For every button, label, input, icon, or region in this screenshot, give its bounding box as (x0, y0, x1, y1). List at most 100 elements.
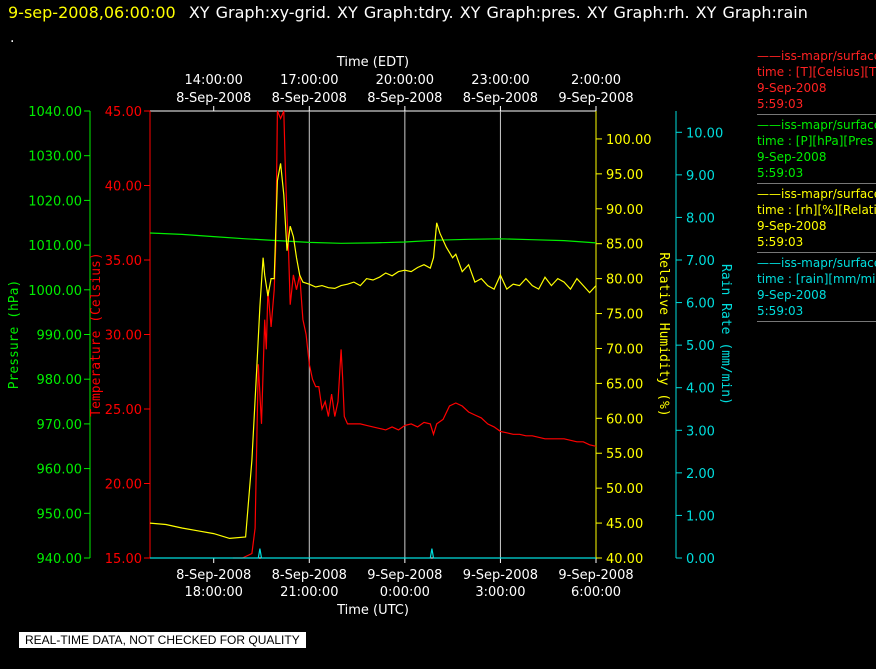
rain-tick-label: 6.00 (686, 297, 715, 312)
legend-line: ——iss-mapr/surface (757, 49, 876, 63)
legend-entry: ——iss-mapr/surface time : [P][hPa][Pres 9-… (757, 117, 876, 184)
bottom-tick-label-time: 18:00:00 (185, 585, 243, 600)
legend-time: 5:59:03 (757, 166, 804, 180)
pressure-tick-label: 940.00 (37, 552, 83, 567)
header-dot: . (10, 30, 15, 46)
temperature-tick-label: 20.00 (105, 478, 142, 493)
legend-field: time : [T][Celsius][T (757, 65, 876, 79)
legend-entry: ——iss-mapr/surface time : [rh][%][Relati 9… (757, 186, 876, 253)
pressure-tick-label: 950.00 (37, 507, 83, 522)
bottom-tick-label-date: 8-Sep-2008 (272, 568, 347, 583)
rain-tick-label: 10.00 (686, 126, 723, 141)
top-tick-label-date: 8-Sep-2008 (367, 91, 442, 106)
legend-field: time : [P][hPa][Pres (757, 134, 874, 148)
bottom-tick-label-time: 3:00:00 (475, 585, 525, 600)
top-tick-label-date: 8-Sep-2008 (272, 91, 347, 106)
top-tick-label-time: 14:00:00 (185, 73, 243, 88)
bottom-tick-label-date: 9-Sep-2008 (367, 568, 442, 583)
legend-line: ——iss-mapr/surface (757, 187, 876, 201)
timestamp: 9-sep-2008,06:00:00 (8, 3, 176, 22)
legend-time: 5:59:03 (757, 304, 804, 318)
humidity-series-line (149, 163, 597, 540)
top-tick-label-time: 2:00:00 (571, 73, 621, 88)
temperature-tick-label: 25.00 (105, 403, 142, 418)
temperature-tick-label: 15.00 (105, 552, 142, 567)
temperature-tick-label: 30.00 (105, 329, 142, 344)
pressure-tick-label: 980.00 (37, 373, 83, 388)
legend-date: 9-Sep-2008 (757, 219, 827, 233)
humidity-tick-label: 75.00 (606, 308, 643, 323)
humidity-tick-label: 80.00 (606, 273, 643, 288)
temperature-tick-label: 45.00 (105, 105, 142, 120)
pressure-tick-label: 1040.00 (28, 105, 82, 120)
temperature-tick-label: 35.00 (105, 254, 142, 269)
rain-tick-label: 0.00 (686, 552, 715, 567)
pressure-tick-label: 1030.00 (28, 150, 82, 165)
humidity-tick-label: 45.00 (606, 517, 643, 532)
legend-line: ——iss-mapr/surface (757, 256, 876, 270)
rain-tick-label: 1.00 (686, 509, 715, 524)
legend-entry: ——iss-mapr/surface time : [T][Celsius][T 9… (757, 48, 876, 115)
pressure-tick-label: 1020.00 (28, 194, 82, 209)
plot-frame (149, 110, 597, 559)
top-tick-label-time: 17:00:00 (280, 73, 338, 88)
legend-field: time : [rain][mm/min (757, 272, 876, 286)
legend-date: 9-Sep-2008 (757, 288, 827, 302)
pressure-tick-label: 1010.00 (28, 239, 82, 254)
bottom-axis-title: Time (UTC) (336, 603, 409, 618)
bottom-tick-label-time: 0:00:00 (380, 585, 430, 600)
rain-axis-label: Rain Rate (mm/min) (718, 264, 733, 405)
rain-tick-label: 9.00 (686, 169, 715, 184)
bottom-tick-label-time: 6:00:00 (571, 585, 621, 600)
bottom-tick-label-date: 8-Sep-2008 (176, 568, 251, 583)
legend-time: 5:59:03 (757, 97, 804, 111)
humidity-tick-label: 95.00 (606, 168, 643, 183)
legend-date: 9-Sep-2008 (757, 150, 827, 164)
humidity-tick-label: 65.00 (606, 377, 643, 392)
humidity-tick-label: 100.00 (606, 133, 652, 148)
pressure-tick-label: 970.00 (37, 418, 83, 433)
bottom-tick-label-date: 9-Sep-2008 (463, 568, 538, 583)
temperature-tick-label: 40.00 (105, 180, 142, 195)
top-tick-label-date: 8-Sep-2008 (176, 91, 251, 106)
humidity-axis-label: Relative Humidity (%) (656, 252, 671, 416)
bottom-tick-label-time: 21:00:00 (280, 585, 338, 600)
top-tick-label-time: 23:00:00 (471, 73, 529, 88)
temperature-axis-label: Temperature (Celsius) (89, 252, 104, 416)
quality-disclaimer: REAL-TIME DATA, NOT CHECKED FOR QUALITY (19, 632, 306, 648)
graph-tabs[interactable]: XY Graph:xy-grid. XY Graph:tdry. XY Grap… (188, 3, 808, 22)
top-tick-label-date: 8-Sep-2008 (463, 91, 538, 106)
humidity-tick-label: 70.00 (606, 342, 643, 357)
legend: ——iss-mapr/surface time : [T][Celsius][T 9… (757, 48, 876, 324)
xy-graph: 14:00:00 8-Sep-2008 17:00:00 8-Sep-2008 20:0… (7, 55, 733, 618)
humidity-tick-label: 85.00 (606, 238, 643, 253)
rain-tick-label: 8.00 (686, 211, 715, 226)
rain-tick-label: 5.00 (686, 339, 715, 354)
top-tick-label-time: 20:00:00 (376, 73, 434, 88)
rain-tick-label: 3.00 (686, 424, 715, 439)
legend-time: 5:59:03 (757, 235, 804, 249)
top-tick-label-date: 9-Sep-2008 (558, 91, 633, 106)
bottom-tick-label-date: 9-Sep-2008 (558, 568, 633, 583)
humidity-tick-label: 55.00 (606, 447, 643, 462)
legend-date: 9-Sep-2008 (757, 81, 827, 95)
pressure-axis-label: Pressure (hPa) (7, 280, 22, 390)
humidity-tick-label: 60.00 (606, 412, 643, 427)
top-axis-title: Time (EDT) (336, 55, 409, 70)
humidity-tick-label: 50.00 (606, 482, 643, 497)
legend-line: ——iss-mapr/surface (757, 118, 876, 132)
rain-tick-label: 4.00 (686, 382, 715, 397)
rain-tick-label: 2.00 (686, 467, 715, 482)
pressure-tick-label: 1000.00 (28, 284, 82, 299)
humidity-tick-label: 40.00 (606, 552, 643, 567)
rain-tick-label: 7.00 (686, 254, 715, 269)
pressure-series-line (149, 232, 597, 244)
humidity-tick-label: 90.00 (606, 203, 643, 218)
window-header: 9-sep-2008,06:00:00 XY Graph:xy-grid. XY… (8, 3, 808, 22)
pressure-tick-label: 990.00 (37, 329, 83, 344)
pressure-tick-label: 960.00 (37, 463, 83, 478)
temperature-series-line (232, 110, 597, 559)
rain-series-line (150, 548, 596, 559)
legend-entry: ——iss-mapr/surface time : [rain][mm/min 9-… (757, 255, 876, 322)
legend-field: time : [rh][%][Relati (757, 203, 876, 217)
